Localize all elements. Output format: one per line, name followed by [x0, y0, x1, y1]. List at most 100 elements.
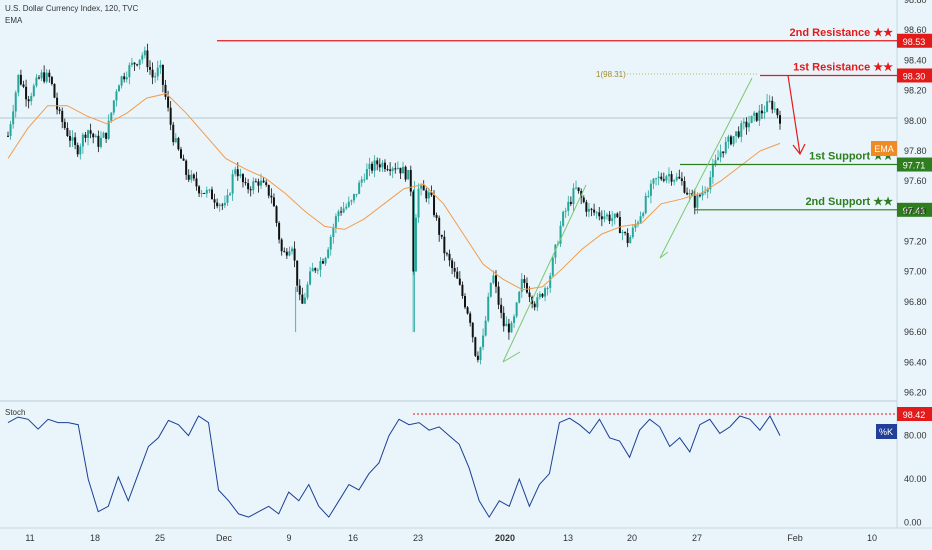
- candle-body: [288, 251, 291, 256]
- candle-body: [549, 275, 552, 289]
- candle-body: [732, 136, 735, 145]
- candle-body: [303, 297, 306, 304]
- candle-body: [130, 62, 133, 66]
- candle-body: [766, 101, 769, 112]
- candle-body: [110, 112, 113, 121]
- candle-body: [260, 180, 263, 186]
- candle-body: [564, 210, 567, 212]
- candle-body: [590, 208, 593, 210]
- candle-body: [376, 160, 379, 165]
- candle-body: [32, 85, 35, 96]
- candle-body: [407, 169, 410, 180]
- candle-body: [745, 121, 748, 128]
- price-tick-label: 97.60: [904, 176, 927, 186]
- candle-body: [724, 141, 727, 154]
- price-tick-label: 96.40: [904, 357, 927, 367]
- candle-body: [577, 187, 580, 192]
- candle-body: [606, 214, 609, 217]
- time-tick-label: 16: [348, 533, 358, 543]
- axes: 98.80 98.60 98.40 98.20 98.00 97.80 97.60 97.40…: [25, 0, 926, 543]
- time-tick-label: Feb: [787, 533, 803, 543]
- candle-body: [87, 130, 90, 138]
- candle-body: [128, 65, 131, 78]
- candle-body: [497, 286, 500, 305]
- candle-body: [159, 64, 162, 68]
- level-price-tag: [897, 157, 932, 172]
- candle-body: [296, 260, 299, 286]
- candle-body: [14, 92, 17, 112]
- candle-body: [482, 335, 485, 348]
- candle-body: [551, 257, 554, 276]
- candle-body: [562, 211, 565, 226]
- candle-body: [94, 135, 97, 138]
- candle-body: [321, 261, 324, 264]
- candle-body: [634, 224, 637, 228]
- ema-line: [7, 93, 781, 291]
- candle-body: [252, 181, 255, 191]
- candle-body: [278, 222, 281, 240]
- candle-body: [167, 96, 170, 108]
- ema-tag-box: [871, 141, 897, 156]
- candle-body: [239, 174, 242, 177]
- price-tick-label: 97.00: [904, 267, 927, 277]
- candle-body: [600, 216, 603, 220]
- candle-body: [146, 50, 149, 68]
- candle-body: [156, 67, 159, 77]
- price-tick-label: 98.60: [904, 25, 927, 35]
- candle-body: [285, 251, 288, 256]
- price-tick-label: 97.20: [904, 237, 927, 247]
- time-tick-label: 23: [413, 533, 423, 543]
- candle-body: [213, 199, 216, 203]
- candle-body: [120, 76, 123, 86]
- candle-body: [210, 189, 213, 200]
- annotations: 1(98.31) EMA: [502, 70, 897, 363]
- candle-body: [629, 237, 632, 244]
- candle-body: [773, 108, 776, 110]
- stoch-tick-label: 40.00: [904, 474, 927, 484]
- candle-body: [624, 232, 627, 234]
- candle-body: [71, 137, 74, 141]
- candle-body: [500, 304, 503, 313]
- candle-body: [138, 59, 141, 65]
- candle-body: [644, 195, 647, 214]
- candle-body: [706, 189, 709, 192]
- candle-body: [249, 189, 252, 191]
- candle-body: [652, 178, 655, 184]
- candle-body: [748, 123, 751, 128]
- candle-body: [389, 169, 392, 171]
- candle-body: [768, 100, 771, 102]
- candle-body: [546, 288, 549, 290]
- candle-body: [48, 72, 51, 77]
- candle-body: [76, 145, 79, 155]
- candle-body: [154, 76, 157, 78]
- candle-body: [141, 55, 144, 60]
- candle-body: [396, 167, 399, 169]
- price-tick-label: 98.80: [904, 0, 927, 5]
- candle-body: [505, 323, 508, 327]
- candle-body: [673, 180, 676, 182]
- candle-body: [711, 165, 714, 178]
- candle-body: [177, 138, 180, 150]
- candle-body: [309, 271, 312, 285]
- candle-body: [433, 195, 436, 216]
- candle-body: [327, 249, 330, 258]
- candle-body: [515, 302, 518, 317]
- level-price-label: 97.41: [903, 206, 926, 216]
- candle-body: [334, 216, 337, 228]
- candle-body: [329, 236, 332, 250]
- candle-body: [192, 174, 195, 179]
- candle-body: [136, 64, 139, 66]
- candle-body: [311, 268, 314, 272]
- candle-body: [582, 197, 585, 203]
- candle-body: [670, 174, 673, 182]
- candle-body: [182, 158, 185, 161]
- candle-body: [613, 213, 616, 219]
- candle-body: [760, 110, 763, 114]
- candle-body: [779, 115, 781, 124]
- candle-body: [412, 191, 415, 272]
- candle-body: [355, 193, 358, 195]
- projection-arrow-head: [792, 143, 806, 156]
- candle-body: [394, 168, 397, 170]
- candle-body: [722, 151, 725, 154]
